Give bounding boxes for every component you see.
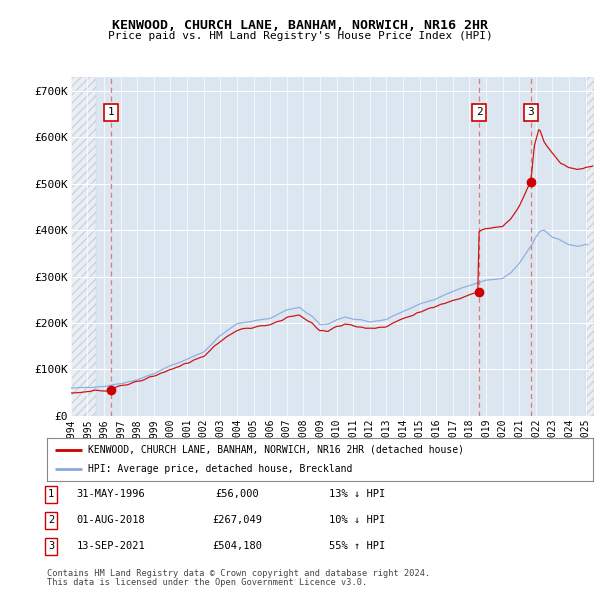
Text: £56,000: £56,000 (215, 490, 259, 499)
Text: HPI: Average price, detached house, Breckland: HPI: Average price, detached house, Brec… (88, 464, 352, 474)
Text: Contains HM Land Registry data © Crown copyright and database right 2024.: Contains HM Land Registry data © Crown c… (47, 569, 430, 578)
Text: £267,049: £267,049 (212, 516, 262, 525)
Text: 2: 2 (476, 107, 482, 117)
Text: 31-MAY-1996: 31-MAY-1996 (77, 490, 145, 499)
Text: 13% ↓ HPI: 13% ↓ HPI (329, 490, 385, 499)
Text: Price paid vs. HM Land Registry's House Price Index (HPI): Price paid vs. HM Land Registry's House … (107, 31, 493, 41)
Text: 3: 3 (527, 107, 534, 117)
Text: 55% ↑ HPI: 55% ↑ HPI (329, 542, 385, 551)
Text: 3: 3 (48, 542, 54, 551)
Text: 10% ↓ HPI: 10% ↓ HPI (329, 516, 385, 525)
Text: 1: 1 (48, 490, 54, 499)
Text: 01-AUG-2018: 01-AUG-2018 (77, 516, 145, 525)
Text: KENWOOD, CHURCH LANE, BANHAM, NORWICH, NR16 2HR: KENWOOD, CHURCH LANE, BANHAM, NORWICH, N… (112, 19, 488, 32)
Text: £504,180: £504,180 (212, 542, 262, 551)
Text: 13-SEP-2021: 13-SEP-2021 (77, 542, 145, 551)
Text: 1: 1 (107, 107, 114, 117)
Text: This data is licensed under the Open Government Licence v3.0.: This data is licensed under the Open Gov… (47, 578, 367, 587)
Text: KENWOOD, CHURCH LANE, BANHAM, NORWICH, NR16 2HR (detached house): KENWOOD, CHURCH LANE, BANHAM, NORWICH, N… (88, 445, 464, 455)
Text: 2: 2 (48, 516, 54, 525)
